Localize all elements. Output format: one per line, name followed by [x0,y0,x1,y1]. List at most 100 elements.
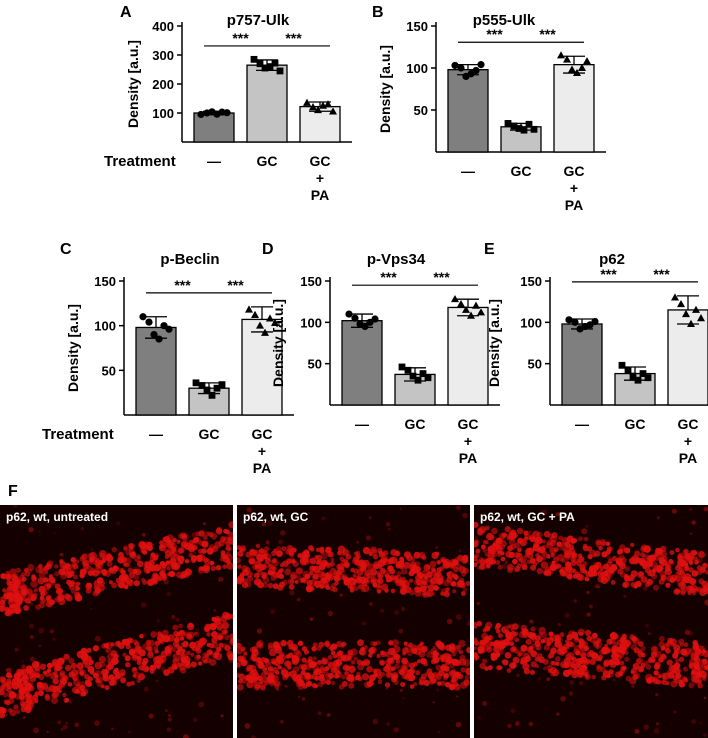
cell-mark [136,560,144,568]
cell-mark [475,559,481,564]
cell-mark [461,571,467,577]
cell-mark [622,666,627,671]
cell-mark [516,527,524,535]
cell-mark [482,548,487,553]
cell-mark [20,706,26,713]
cell-mark [573,667,579,673]
cell-mark [500,556,506,562]
cell-mark [309,661,317,669]
cell-mark [282,560,289,567]
scatter-cell-mark [399,669,405,676]
cell-mark [564,551,571,559]
y-tick-label: 100 [520,315,542,330]
cell-mark [284,568,291,576]
chart-title: p-Vps34 [367,251,426,268]
cell-mark [15,709,21,714]
cell-mark [108,680,115,686]
cell-mark [188,623,194,628]
cell-mark [249,656,255,661]
cell-mark [673,648,681,655]
data-point [266,314,274,322]
cell-mark [591,632,598,640]
cell-mark [353,656,358,661]
cell-mark [99,559,105,565]
cell-mark [501,532,508,538]
cell-mark [110,642,115,647]
y-tick-label: 100 [300,315,322,330]
cell-mark [120,677,127,684]
cell-mark [690,584,698,592]
scatter-cell-mark [38,627,45,634]
cell-mark [629,635,636,642]
cell-mark [290,571,298,580]
scatter-cell-mark [660,552,665,557]
scatter-cell-mark [307,558,313,564]
cell-mark [391,639,399,647]
cell-mark [488,665,493,670]
scatter-cell-mark [218,576,224,582]
micrograph-gc-pa: p62, wt, GC + PA [474,505,708,738]
y-axis-label: Density [a.u.] [377,45,393,133]
scatter-cell-mark [579,680,584,686]
scatter-cell-mark [140,602,147,608]
scatter-cell-mark [551,644,556,649]
scatter-cell-mark [143,686,149,692]
cell-mark [141,661,147,667]
cell-mark [79,669,87,677]
cell-mark [271,660,276,665]
cell-mark [272,641,280,648]
cell-mark [170,547,177,553]
cell-mark [630,581,637,588]
cell-mark [605,541,611,547]
cell-mark [443,665,450,672]
treatment-label: Treatment [104,153,176,170]
cell-mark [482,658,488,664]
cell-mark [606,638,613,645]
cell-mark [0,573,6,579]
cell-mark [304,573,311,580]
cell-mark [465,580,470,587]
cell-mark [436,560,441,565]
cell-mark [410,566,418,574]
scatter-cell-mark [267,520,273,526]
cell-mark [317,681,324,688]
data-point [557,51,565,59]
data-point [198,382,206,389]
cell-mark [311,673,318,680]
cell-mark [344,671,349,676]
cell-mark [353,551,359,556]
scatter-cell-mark [5,714,8,717]
micrograph-label-gc: p62, wt, GC [243,510,309,524]
cell-mark [294,579,299,584]
cell-mark [326,585,331,590]
cell-mark [494,625,500,631]
scatter-cell-mark [555,512,560,517]
scatter-cell-mark [137,644,141,647]
scatter-cell-mark [369,602,373,606]
cell-mark [222,555,230,563]
cell-mark [394,663,400,669]
cell-mark [409,684,415,689]
scatter-cell-mark [284,684,288,688]
cell-mark [495,543,502,550]
cell-mark [30,580,38,588]
scatter-cell-mark [379,608,385,613]
cell-mark [660,574,667,581]
data-point [451,294,459,303]
cell-mark [123,545,128,551]
cell-mark [295,674,304,682]
scatter-cell-mark [298,695,301,699]
cell-mark [592,564,600,571]
cell-mark [395,659,401,664]
scatter-cell-mark [645,561,651,568]
y-tick-label: 150 [520,274,542,289]
cell-mark [599,565,605,571]
cell-mark [154,649,159,654]
cell-mark [19,693,25,699]
cell-mark [377,583,382,589]
scatter-cell-mark [246,507,252,513]
cell-mark [461,591,466,596]
cell-mark [70,669,79,677]
scatter-cell-mark [489,547,494,552]
cell-mark [546,554,551,559]
